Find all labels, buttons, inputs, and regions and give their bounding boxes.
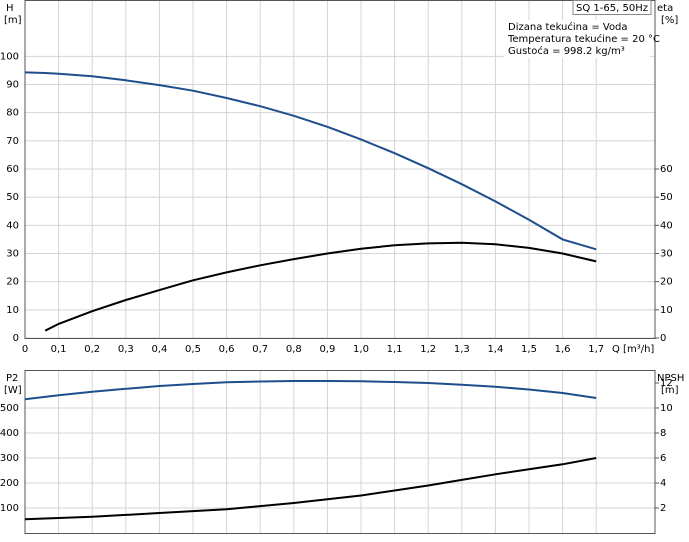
x-tick-label: 1,4 — [487, 344, 503, 355]
curve — [24, 457, 597, 521]
x-tick-label: 1,5 — [521, 344, 537, 355]
y-axis-unit: [W] — [4, 385, 22, 396]
x-tick-label: 1,0 — [353, 344, 369, 355]
y-axis-label: H — [6, 3, 14, 14]
y2-axis-label: NPSH — [657, 373, 684, 384]
y2-axis-label: eta — [657, 3, 673, 14]
y2-tick-label: 12 — [660, 378, 673, 389]
y-tick-label: 300 — [0, 453, 19, 464]
y-tick-label: 70 — [6, 136, 19, 147]
y-axis-label: P2 — [6, 373, 18, 384]
y-tick-label: 10 — [6, 305, 19, 316]
x-tick-label: 0,6 — [219, 344, 235, 355]
y-tick-label: 90 — [6, 80, 19, 91]
x-tick-label: 0,1 — [51, 344, 67, 355]
y2-tick-label: 60 — [660, 164, 673, 175]
y2-tick-label: 40 — [660, 220, 673, 231]
x-tick-label: 0,7 — [252, 344, 268, 355]
plot-frame — [24, 0, 656, 339]
x-tick-label: 1,3 — [454, 344, 470, 355]
x-tick-label: 0,4 — [151, 344, 167, 355]
y-tick-label: 500 — [0, 403, 19, 414]
y2-tick-label: 2 — [660, 503, 666, 514]
x-tick-label: 0,9 — [319, 344, 335, 355]
badge: SQ 1-65, 50Hz — [576, 3, 648, 14]
y-axis-unit: [m] — [4, 15, 22, 26]
y2-tick-label: 4 — [660, 478, 666, 489]
y2-axis-unit: [%] — [661, 15, 678, 26]
plot-frame — [24, 370, 656, 534]
y-tick-label: 50 — [6, 192, 19, 203]
x-tick-label: 1,2 — [420, 344, 436, 355]
y-tick-label: 0 — [13, 333, 19, 344]
annotation-bg — [504, 20, 650, 58]
y-tick-label: 20 — [6, 277, 19, 288]
x-tick-label: 0,5 — [185, 344, 201, 355]
y2-tick-label: 0 — [660, 333, 666, 344]
x-tick-label: 0,8 — [286, 344, 302, 355]
y2-tick-label: 6 — [660, 453, 666, 464]
y-tick-label: 100 — [0, 51, 19, 62]
y2-tick-label: 8 — [660, 428, 666, 439]
x-tick-label: 1,6 — [555, 344, 571, 355]
y2-tick-label: 20 — [660, 277, 673, 288]
y2-axis-unit: [m] — [661, 385, 679, 396]
y-tick-label: 400 — [0, 428, 19, 439]
annotation: Gustoća = 998.2 kg/m³ — [508, 45, 625, 57]
x-tick-label: 0,3 — [118, 344, 134, 355]
badge-box — [572, 0, 652, 15]
y2-tick-label: 10 — [660, 305, 673, 316]
annotation: Dizana tekućina = Voda — [508, 21, 628, 33]
x-tick-label: 1,1 — [387, 344, 403, 355]
x-tick-label: 0 — [22, 344, 28, 355]
y2-tick-label: 30 — [660, 249, 673, 260]
y-tick-label: 30 — [6, 249, 19, 260]
y2-tick-label: 10 — [660, 403, 673, 414]
y-tick-label: 200 — [0, 478, 19, 489]
x-tick-label: 1,7 — [588, 344, 604, 355]
y-tick-label: 100 — [0, 503, 19, 514]
y-tick-label: 40 — [6, 220, 19, 231]
y-tick-label: 60 — [6, 164, 19, 175]
x-tick-label: 0,2 — [84, 344, 100, 355]
y2-tick-label: 50 — [660, 192, 673, 203]
curve — [24, 71, 597, 251]
y-tick-label: 80 — [6, 108, 19, 119]
curve — [24, 380, 597, 401]
annotation: Temperatura tekućine = 20 °C — [507, 33, 660, 45]
curve — [44, 241, 597, 332]
x-axis-label: Q [m³/h] — [612, 344, 654, 355]
